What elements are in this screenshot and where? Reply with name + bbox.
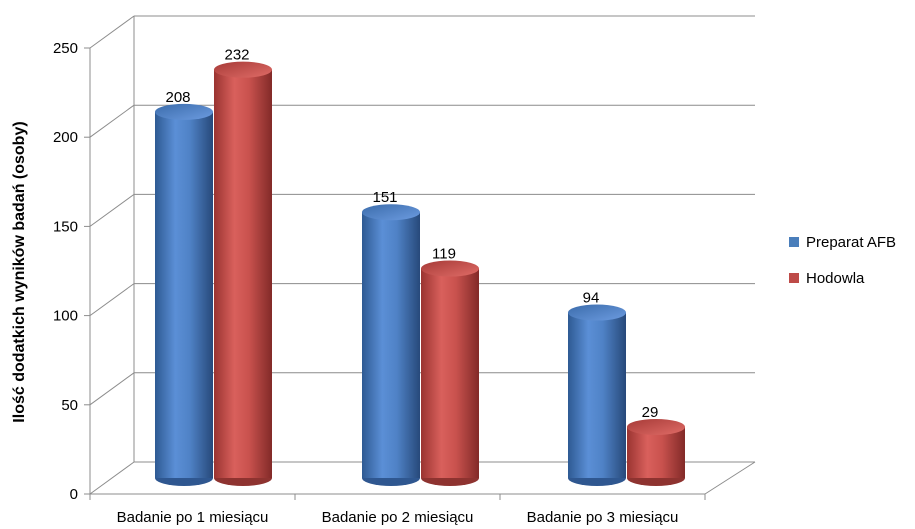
bar	[627, 418, 685, 486]
bar-body	[568, 312, 626, 478]
legend-swatch	[789, 237, 799, 247]
gridline-side	[89, 15, 135, 49]
bar-body	[421, 268, 479, 478]
legend-swatch	[789, 273, 799, 283]
gridline-side	[89, 372, 135, 406]
bar-top	[214, 61, 272, 78]
x-tick-label: Badanie po 1 miesiącu	[117, 509, 269, 526]
data-label: 94	[583, 290, 600, 307]
data-label: 232	[224, 47, 249, 64]
y-tick-label: 250	[53, 40, 78, 57]
data-label: 208	[165, 89, 190, 106]
y-tick-label: 150	[53, 218, 78, 235]
legend: Preparat AFB Hodowla	[789, 234, 896, 287]
bar-body	[214, 69, 272, 479]
labels: 208 232 151 119 94 29	[165, 47, 658, 421]
legend-label: Hodowla	[806, 270, 865, 287]
data-label: 29	[642, 404, 659, 421]
bar-top	[362, 204, 420, 221]
bar	[362, 204, 420, 486]
bar	[214, 61, 272, 486]
bar-top	[421, 260, 479, 277]
data-label: 151	[372, 189, 397, 206]
y-axis-title: Ilość dodatkich wyników badań (osoby)	[11, 121, 28, 422]
bar	[568, 304, 626, 486]
bar-body	[627, 426, 685, 478]
gridline-side	[89, 104, 135, 138]
x-tick-label: Badanie po 3 miesiącu	[527, 509, 679, 526]
bar	[155, 103, 213, 486]
gridline-side	[89, 283, 135, 317]
floor-right-edge	[704, 461, 756, 495]
bar-body	[155, 111, 213, 479]
x-tick-label: Badanie po 2 miesiącu	[322, 509, 474, 526]
bar-top	[627, 418, 685, 435]
y-tick-label: 0	[70, 486, 78, 503]
gridline-side	[89, 461, 135, 495]
bar-top	[155, 103, 213, 120]
data-label: 119	[432, 246, 456, 263]
y-tick-label: 50	[61, 397, 78, 414]
bars	[155, 61, 685, 486]
bar-top	[568, 304, 626, 321]
legend-label: Preparat AFB	[806, 234, 896, 251]
y-tick-label: 100	[53, 308, 78, 325]
bar	[421, 260, 479, 486]
y-tick-label: 200	[53, 129, 78, 146]
bar-body	[362, 212, 420, 479]
gridline-side	[89, 193, 135, 227]
